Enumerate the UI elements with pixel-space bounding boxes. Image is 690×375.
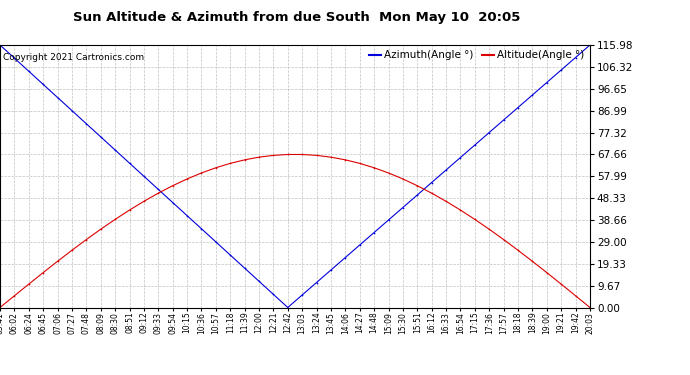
Text: Sun Altitude & Azimuth from due South  Mon May 10  20:05: Sun Altitude & Azimuth from due South Mo… [73, 11, 520, 24]
Text: Copyright 2021 Cartronics.com: Copyright 2021 Cartronics.com [3, 53, 144, 62]
Legend: Azimuth(Angle °), Altitude(Angle °): Azimuth(Angle °), Altitude(Angle °) [368, 50, 584, 60]
